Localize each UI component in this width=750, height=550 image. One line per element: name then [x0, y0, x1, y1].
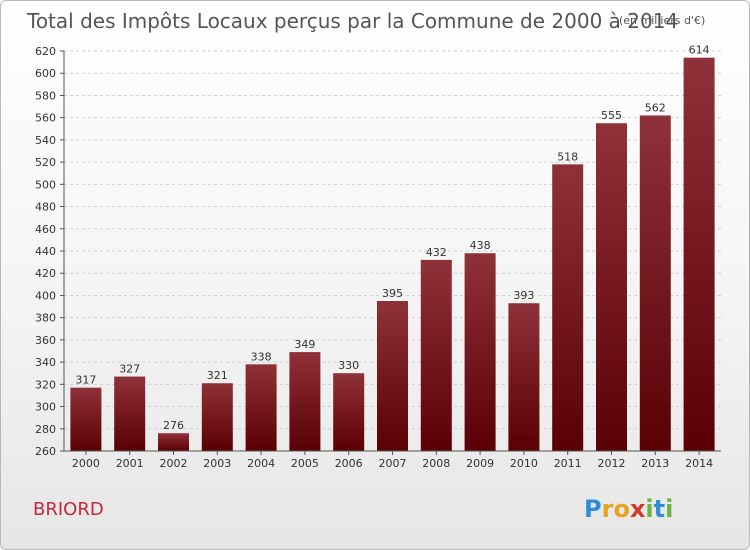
x-tick-label: 2001 [116, 457, 144, 470]
bar-2007 [377, 301, 408, 451]
x-tick-label: 2004 [247, 457, 275, 470]
value-label: 555 [601, 109, 622, 122]
value-label: 518 [557, 150, 578, 163]
y-tick-label: 340 [35, 356, 56, 369]
logo-letter: t [654, 495, 665, 523]
x-axis: 2000 2001 2002 2003 2004 2005 2006 2007 2008 2009… [64, 450, 721, 470]
x-tick-label: 2006 [335, 457, 363, 470]
value-label: 321 [207, 369, 228, 382]
bar-2005 [289, 352, 321, 451]
bar-2001 [114, 376, 146, 451]
x-tick-label: 2014 [685, 457, 713, 470]
bar-2000 [70, 387, 102, 451]
proxiti-logo: Proxiti [584, 495, 673, 523]
x-tick-label: 2005 [291, 457, 319, 470]
value-label: 614 [689, 44, 710, 57]
bar-2002 [158, 433, 189, 451]
y-tick-label: 500 [35, 178, 56, 191]
y-tick-label: 260 [35, 445, 56, 458]
y-tick-label: 420 [35, 267, 56, 280]
y-tick-label: 580 [35, 89, 56, 102]
bar-2003 [201, 383, 233, 451]
value-label: 338 [251, 350, 272, 363]
x-tick-label: 2003 [203, 457, 231, 470]
x-tick-label: 2009 [466, 457, 494, 470]
x-tick-label: 2002 [160, 457, 188, 470]
x-tick-label: 2008 [422, 457, 450, 470]
bar-2009 [464, 253, 496, 451]
x-tick-label: 2013 [641, 457, 669, 470]
x-tick-label: 2011 [554, 457, 582, 470]
logo-letter: o [613, 495, 630, 523]
bar-2011 [552, 164, 584, 452]
logo-letter: i [645, 495, 653, 523]
chart-title: Total des Impôts Locaux perçus par la Co… [26, 9, 678, 33]
value-label: 327 [119, 363, 140, 376]
logo-letter: r [602, 495, 614, 523]
value-label: 393 [513, 289, 534, 302]
value-label: 562 [645, 101, 666, 114]
x-tick-label: 2007 [379, 457, 407, 470]
y-tick-label: 380 [35, 312, 56, 325]
y-tick-label: 280 [35, 423, 56, 436]
y-tick-label: 360 [35, 334, 56, 347]
bar-2010 [508, 303, 540, 451]
y-tick-label: 300 [35, 401, 56, 414]
value-label: 276 [163, 419, 184, 432]
value-label: 432 [426, 246, 447, 259]
x-tick-label: 2012 [598, 457, 626, 470]
y-tick-label: 620 [35, 45, 56, 58]
logo-letter: i [665, 495, 673, 523]
logo-letter: P [584, 495, 602, 523]
commune-name: BRIORD [33, 499, 104, 520]
bar-2013 [639, 115, 671, 451]
value-label: 317 [75, 374, 96, 387]
bar-2008 [420, 259, 452, 451]
bar-2012 [596, 123, 627, 451]
bar-2006 [333, 373, 365, 451]
value-label: 330 [338, 359, 359, 372]
bars [70, 57, 715, 452]
value-labels: 317 327 276 321 338 349 330 395 432 438 393 518 555 5… [75, 44, 709, 433]
y-tick-label: 460 [35, 223, 56, 236]
y-tick-label: 560 [35, 112, 56, 125]
y-tick-label: 320 [35, 378, 56, 391]
value-label: 395 [382, 287, 403, 300]
value-label: 349 [294, 338, 315, 351]
x-tick-label: 2010 [510, 457, 538, 470]
x-tick-label: 2000 [72, 457, 100, 470]
y-tick-label: 600 [35, 67, 56, 80]
bar-2014 [683, 57, 715, 452]
y-tick-label: 540 [35, 134, 56, 147]
bar-2004 [245, 364, 277, 451]
y-tick-label: 480 [35, 201, 56, 214]
logo-letter: x [630, 495, 646, 523]
value-label: 438 [470, 239, 491, 252]
chart-unit: (en milliers d'€) [619, 14, 705, 27]
y-tick-label: 400 [35, 289, 56, 302]
y-axis: 260 280 300 320 340 360 380 400 420 440 460 480 500 5… [35, 45, 65, 458]
y-tick-label: 520 [35, 156, 56, 169]
y-tick-label: 440 [35, 245, 56, 258]
